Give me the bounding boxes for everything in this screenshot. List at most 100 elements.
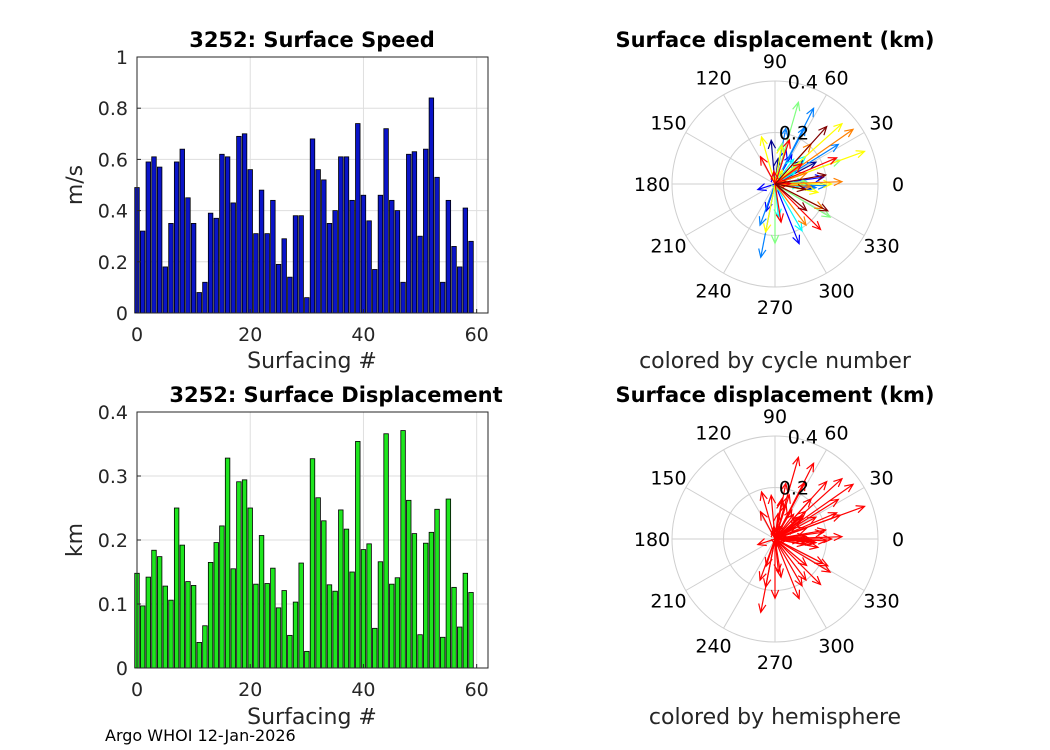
polar1-vector-head — [782, 138, 791, 149]
polar1-vector — [774, 183, 807, 211]
polar2-vector — [774, 481, 828, 540]
polar2-vector-head — [797, 557, 808, 567]
polar1-vector-head — [797, 125, 806, 137]
polar2-vector — [774, 538, 807, 566]
disp-bar — [253, 583, 259, 669]
polar2-vector-head — [758, 571, 767, 582]
polar1-vector — [773, 171, 776, 185]
speed-bar — [264, 233, 270, 314]
disp-xtick-label: 60 — [465, 679, 489, 701]
speed-bar — [258, 189, 265, 314]
polar1-vector — [774, 183, 807, 226]
polar1-vector-head — [792, 100, 801, 112]
speed-bar — [168, 222, 174, 314]
polar2-vector-head — [821, 564, 832, 573]
polar1-vector — [774, 183, 782, 223]
polar2-vector-head — [792, 517, 803, 528]
polar1-spoke — [685, 183, 776, 236]
polar1-vector — [774, 139, 790, 185]
disp-bar — [292, 601, 299, 669]
polar-hemisphere-labels: 0 30 60 90 120 150 180 210 240 270 300 330 0.2 0.4 — [634, 406, 904, 674]
polar1-vector — [774, 123, 843, 185]
polar1-vector-head — [821, 209, 832, 218]
speed-xtick-label: 60 — [465, 324, 489, 346]
speed-bar — [343, 156, 350, 314]
disp-bar — [389, 583, 395, 669]
polar-hemisphere-vectors — [756, 455, 866, 614]
speed-bar — [462, 207, 469, 314]
disp-bar — [377, 561, 384, 669]
disp-bar — [400, 430, 406, 669]
displacement-chart-panel: 0 20 40 60 0 0.1 0.2 0.3 0.4 3252: Surface Displ… — [63, 383, 503, 730]
polar2-vector-head — [792, 589, 801, 601]
polar1-vector-head — [797, 216, 807, 227]
polar2-vector-head — [767, 493, 777, 505]
disp-bar — [434, 508, 440, 669]
polar1-vector — [774, 183, 803, 232]
polar2-vector — [774, 538, 821, 585]
polar2-vector-head — [775, 568, 784, 579]
speed-ytick-label: 0.2 — [98, 252, 128, 274]
speed-bar — [241, 133, 248, 314]
disp-bar — [224, 457, 231, 669]
polar1-vector-head — [770, 234, 780, 245]
polar1-vector — [759, 156, 776, 185]
polar2-vector-head — [780, 481, 789, 493]
speed-bar — [440, 281, 446, 314]
polar1-vector-head — [833, 122, 844, 133]
polar2-angle-label: 180 — [634, 529, 670, 551]
polar1-vector-head — [770, 169, 779, 180]
disp-bar — [247, 507, 253, 669]
speed-chart-bars — [134, 97, 474, 314]
polar2-spoke — [723, 538, 776, 629]
polar1-angle-label: 30 — [869, 113, 893, 135]
disp-bar — [349, 571, 355, 669]
disp-bar — [462, 572, 469, 669]
polar1-vector-head — [759, 135, 768, 146]
polar2-angle-label: 300 — [818, 636, 854, 658]
speed-bar — [190, 222, 197, 314]
speed-bar — [349, 199, 355, 314]
polar2-vector-head — [806, 461, 815, 473]
polar1-angle-label: 300 — [818, 281, 854, 303]
polar2-vector-head — [844, 483, 855, 493]
polar2-vector — [774, 478, 843, 540]
disp-bar — [202, 625, 208, 669]
polar1-vector — [759, 183, 776, 226]
polar1-vector-head — [818, 125, 828, 136]
polar2-angle-label: 90 — [763, 406, 787, 428]
polar1-angle-label: 330 — [863, 236, 899, 258]
displacement-chart-xlabel: Surfacing # — [247, 705, 377, 730]
disp-bar — [270, 567, 276, 669]
disp-bar — [275, 607, 282, 669]
speed-bar — [383, 128, 389, 314]
polar2-vector-head — [833, 532, 844, 542]
polar2-vector — [774, 538, 803, 587]
polar2-vector-head — [816, 527, 828, 536]
disp-bar — [343, 528, 350, 669]
disp-xtick-label: 20 — [238, 679, 262, 701]
polar2-vector-head — [794, 576, 803, 588]
polar2-vector-head — [758, 603, 767, 614]
polar1-vector-head — [806, 106, 815, 118]
polar2-vector — [774, 500, 783, 540]
polar1-vector — [774, 163, 803, 185]
polar2-angle-label: 120 — [695, 422, 731, 444]
polar1-vector-head — [833, 177, 844, 187]
polar2-angle-label: 0 — [892, 529, 904, 551]
polar2-vector — [774, 529, 826, 540]
disp-ytick-label: 0.2 — [98, 530, 128, 552]
speed-bar — [315, 169, 321, 314]
polar2-vector — [774, 538, 831, 573]
speed-bar — [230, 202, 236, 314]
speed-bar — [292, 215, 299, 314]
disp-bar — [258, 535, 265, 669]
polar1-angle-label: 180 — [634, 174, 670, 196]
polar-hemisphere-caption: colored by hemisphere — [649, 705, 901, 730]
polar2-vector-head — [796, 538, 807, 548]
polar2-radius-label: 0.4 — [788, 427, 818, 449]
polar1-vector-head — [797, 202, 808, 212]
polar1-spoke — [723, 183, 776, 274]
polar1-angle-label: 0 — [892, 174, 904, 196]
polar1-vector-head — [767, 138, 777, 150]
